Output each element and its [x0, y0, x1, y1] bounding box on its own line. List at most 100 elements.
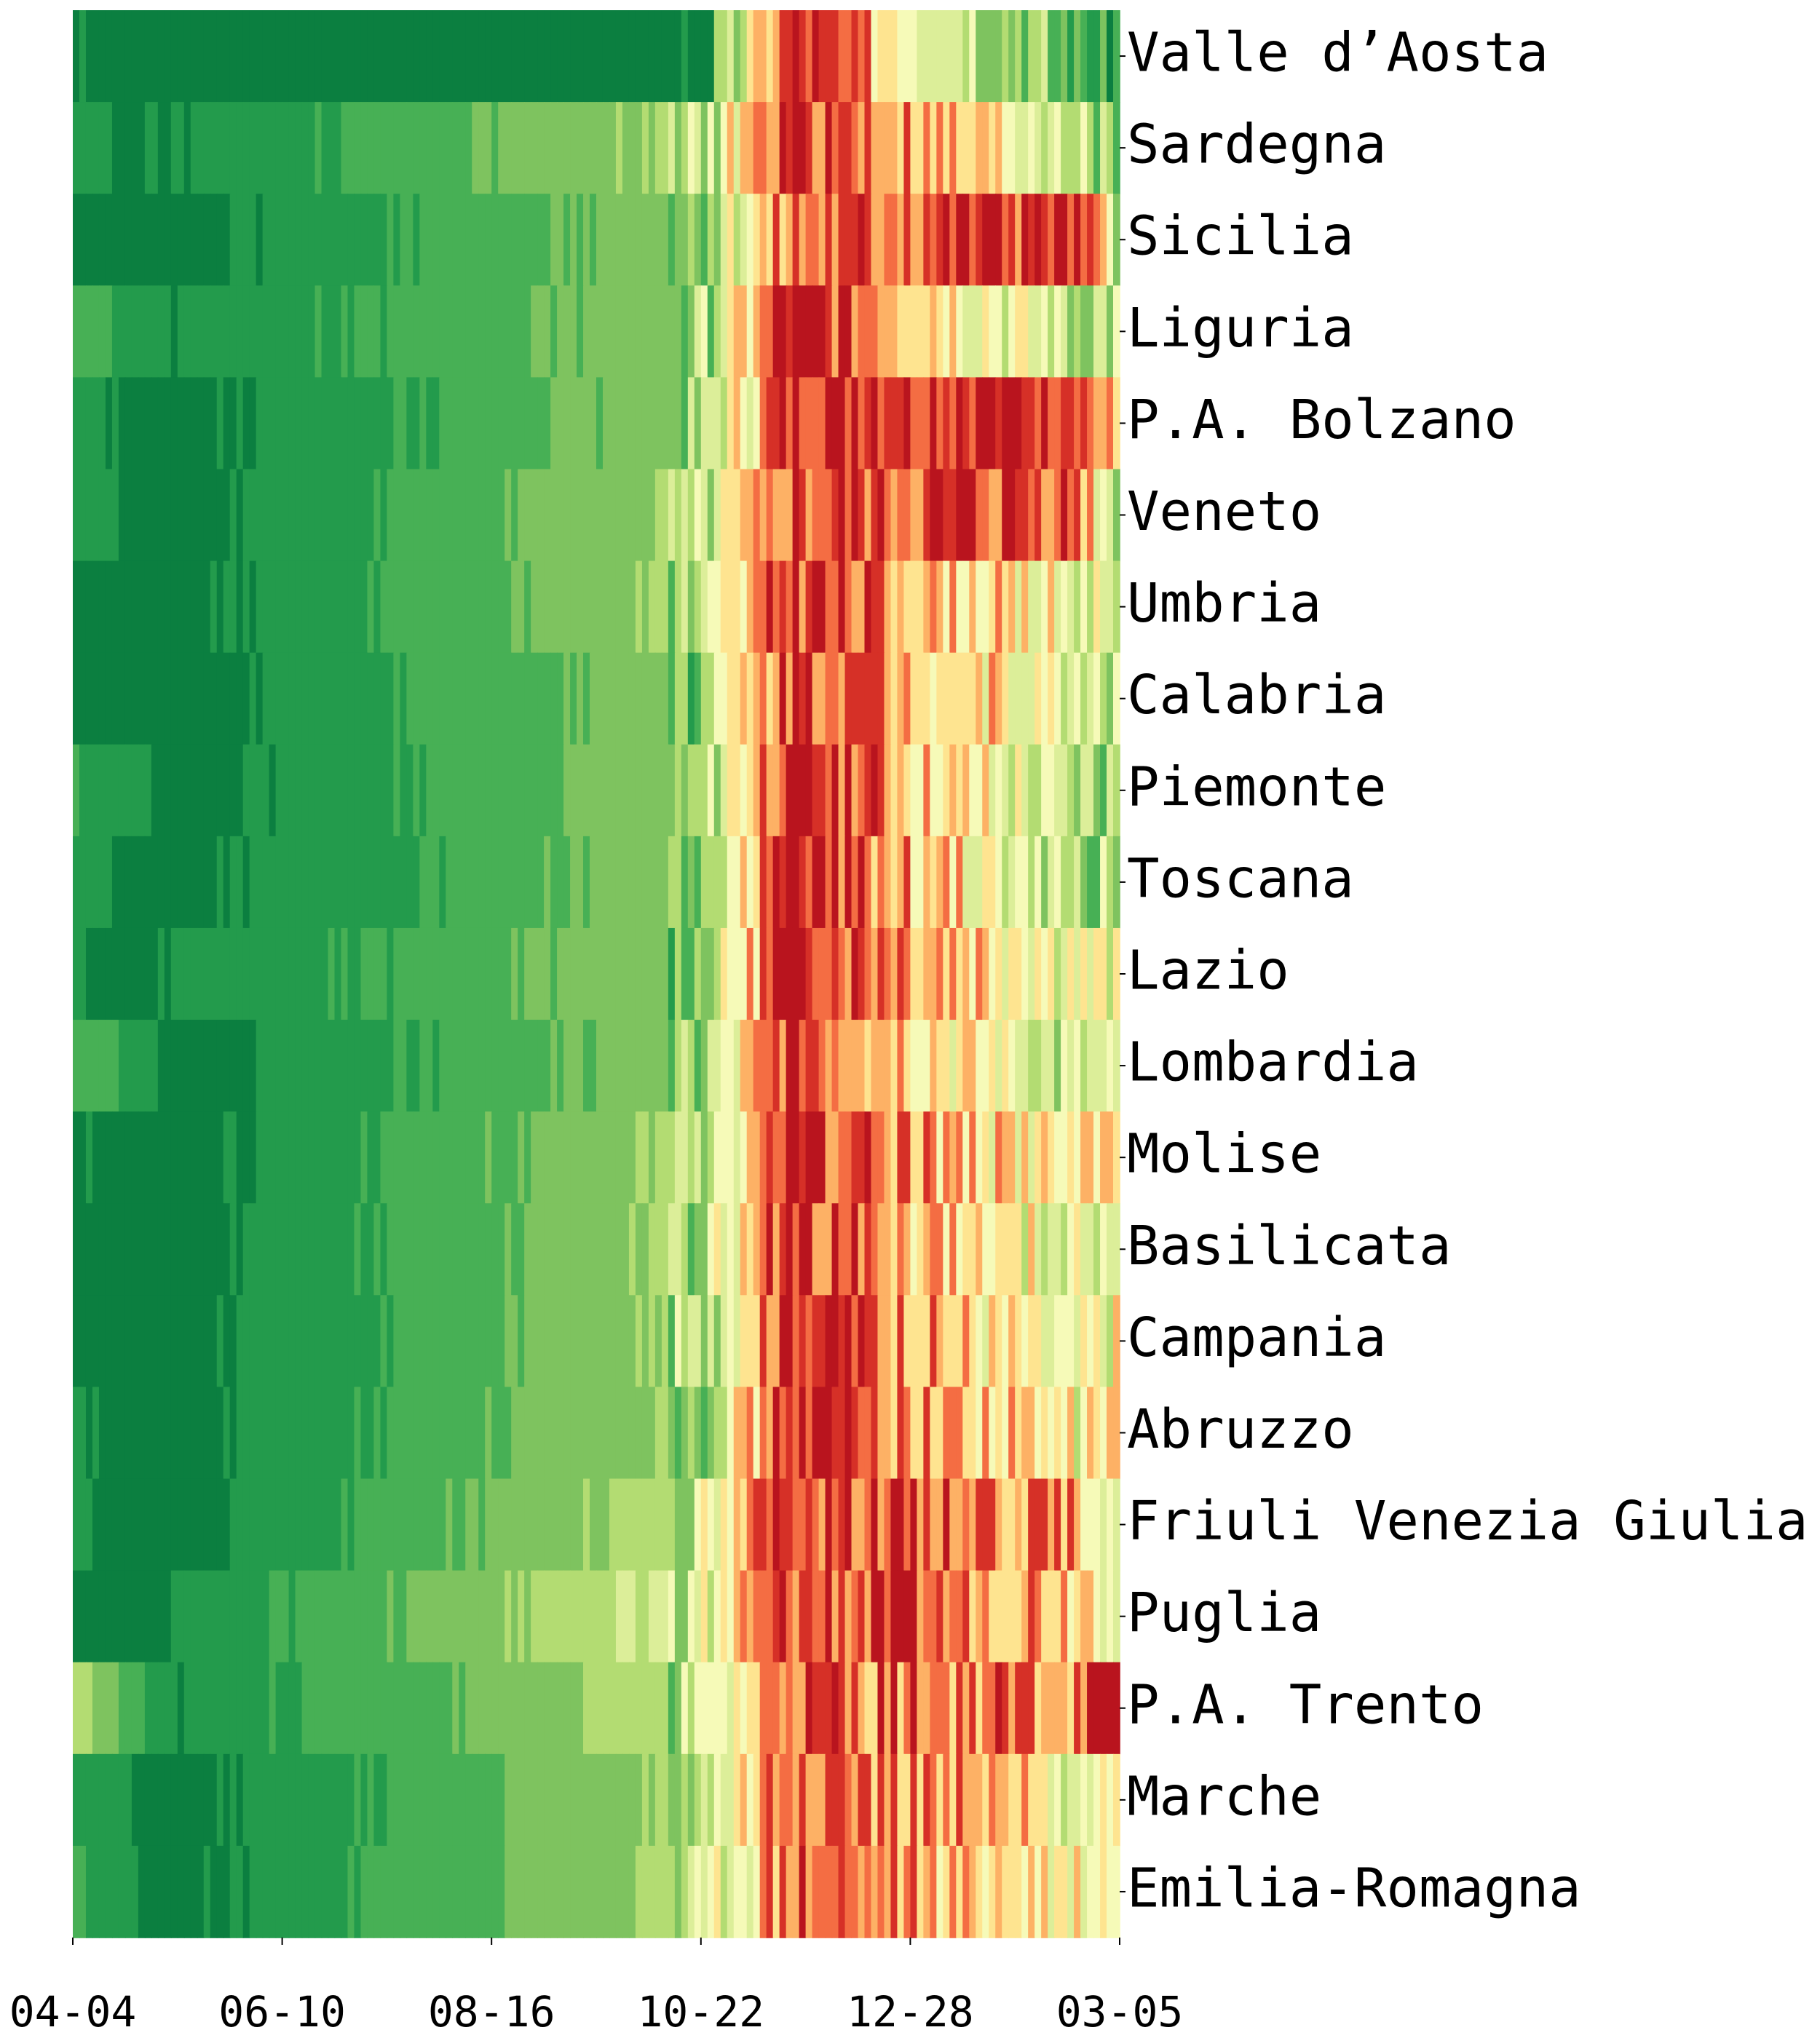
heatmap-cell — [432, 1662, 440, 1755]
heatmap-cell — [256, 1478, 264, 1571]
heatmap-cell — [256, 285, 264, 378]
heatmap-cell — [531, 1478, 538, 1571]
heatmap-cell — [505, 1295, 512, 1388]
heatmap-cell — [491, 927, 499, 1020]
heatmap-cell — [982, 744, 990, 837]
heatmap-cell — [446, 1753, 454, 1847]
heatmap-cell — [753, 1020, 761, 1112]
heatmap-cell — [203, 1295, 211, 1388]
heatmap-cell — [615, 102, 623, 194]
heatmap-cell — [799, 744, 807, 837]
heatmap-cell — [1087, 1203, 1094, 1296]
heatmap-cell — [890, 1478, 898, 1571]
heatmap-cell — [144, 10, 152, 103]
heatmap-cell — [256, 10, 264, 103]
heatmap-cell — [772, 836, 780, 929]
heatmap-cell — [98, 1387, 106, 1480]
heatmap-cell — [262, 836, 270, 929]
heatmap-cell — [138, 1387, 146, 1480]
heatmap-cell — [570, 102, 577, 194]
heatmap-cell — [1034, 102, 1042, 194]
heatmap-cell — [825, 1753, 833, 1847]
heatmap-cell — [550, 194, 558, 287]
heatmap-cell — [759, 1845, 767, 1938]
heatmap-cell — [1028, 744, 1035, 837]
heatmap-cell — [733, 1662, 741, 1755]
heatmap-cell — [524, 1203, 531, 1296]
heatmap-cell — [73, 377, 80, 470]
heatmap-cell — [288, 10, 296, 103]
heatmap-cell — [393, 102, 401, 194]
heatmap-cell — [105, 1203, 113, 1296]
heatmap-cell — [1074, 1753, 1081, 1847]
heatmap-cell — [563, 744, 571, 837]
heatmap-cell — [1021, 102, 1029, 194]
heatmap-cell — [373, 560, 381, 654]
heatmap-cell — [321, 1387, 329, 1480]
heatmap-cell — [1074, 1478, 1081, 1571]
heatmap-cell — [354, 1570, 362, 1663]
heatmap-cell — [151, 194, 159, 287]
heatmap-cell — [229, 1478, 237, 1571]
heatmap-cell — [622, 927, 630, 1020]
heatmap-cell — [831, 652, 839, 745]
heatmap-cell — [1093, 102, 1101, 194]
heatmap-cell — [360, 927, 368, 1020]
heatmap-cell — [602, 1753, 610, 1847]
heatmap-cell — [269, 1111, 277, 1205]
heatmap-cell — [1041, 1662, 1048, 1755]
heatmap-cell — [851, 1478, 859, 1571]
heatmap-cell — [98, 377, 106, 470]
heatmap-cell — [707, 10, 715, 103]
heatmap-cell — [858, 1295, 866, 1388]
heatmap-cell — [700, 1387, 708, 1480]
heatmap-cell — [1113, 744, 1120, 837]
heatmap-cell — [583, 744, 590, 837]
heatmap-cell — [505, 652, 512, 745]
heatmap-cell — [537, 194, 545, 287]
heatmap-cell — [681, 927, 689, 1020]
heatmap-cell — [262, 1111, 270, 1205]
heatmap-cell — [426, 1478, 434, 1571]
heatmap-cell — [314, 1387, 323, 1480]
row-label: Puglia — [1127, 1582, 1321, 1644]
heatmap-cell — [419, 194, 427, 287]
heatmap-cell — [301, 927, 309, 1020]
heatmap-cell — [432, 1387, 440, 1480]
heatmap-cell — [1008, 285, 1016, 378]
heatmap-cell — [831, 836, 839, 929]
heatmap-cell — [550, 377, 558, 470]
heatmap-cell — [766, 10, 774, 103]
heatmap-cell — [563, 1203, 571, 1296]
heatmap-cell — [485, 1478, 492, 1571]
heatmap-cell — [275, 927, 283, 1020]
heatmap-cell — [197, 927, 205, 1020]
heatmap-cell — [746, 285, 754, 378]
heatmap-cell — [413, 652, 421, 745]
heatmap-cell — [936, 560, 944, 654]
heatmap-cell — [753, 102, 761, 194]
heatmap-cell — [687, 1295, 695, 1388]
heatmap-cell — [498, 10, 505, 103]
heatmap-cell — [720, 927, 728, 1020]
heatmap-cell — [661, 469, 669, 562]
heatmap-cell — [825, 560, 833, 654]
heatmap-cell — [124, 1020, 132, 1112]
heatmap-cell — [713, 744, 721, 837]
heatmap-cell — [681, 1111, 689, 1205]
heatmap-cell — [216, 1295, 224, 1388]
heatmap-cell — [700, 285, 708, 378]
heatmap-cell — [596, 1570, 604, 1663]
heatmap-cell — [1008, 1753, 1016, 1847]
heatmap-cell — [118, 836, 126, 929]
heatmap-cell — [295, 652, 303, 745]
heatmap-cell — [537, 1295, 545, 1388]
heatmap-cell — [518, 469, 525, 562]
heatmap-cell — [92, 1111, 100, 1205]
heatmap-cell — [498, 1295, 505, 1388]
heatmap-cell — [183, 1203, 191, 1296]
heatmap-cell — [1061, 1203, 1068, 1296]
heatmap-cell — [269, 560, 277, 654]
heatmap-cell — [1087, 469, 1094, 562]
heatmap-cell — [890, 469, 898, 562]
